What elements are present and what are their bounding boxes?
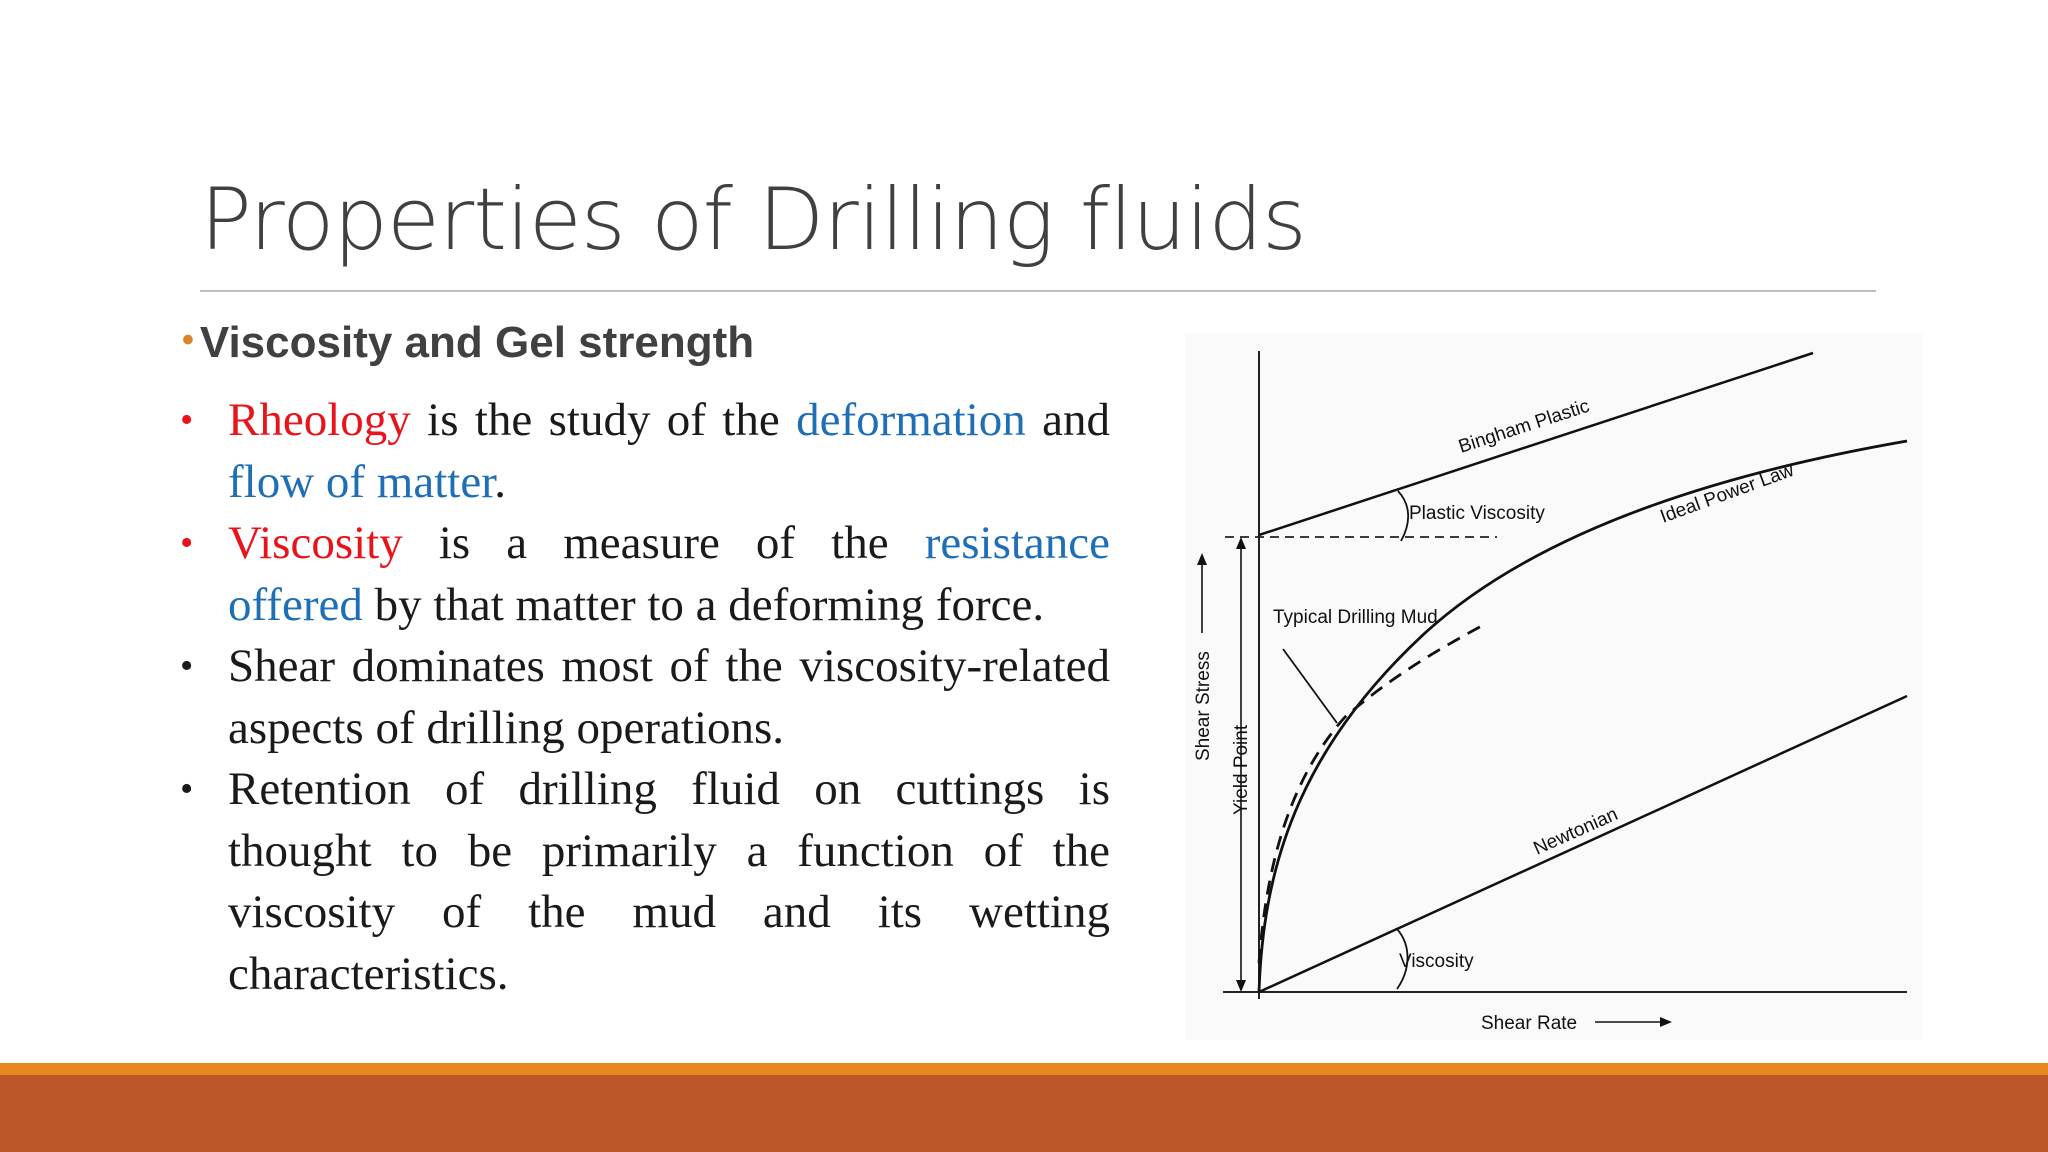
label-typical-drilling-mud: Typical Drilling Mud <box>1273 607 1438 628</box>
rheology-diagram: Bingham Plastic Plastic Viscosity Ideal … <box>1185 333 1923 1040</box>
shear-rate-arrow-icon <box>1660 1017 1672 1027</box>
bullet-text: Retention of drilling fluid on cuttings … <box>228 763 1110 1000</box>
bingham-plastic-line <box>1258 351 1814 537</box>
label-shear-rate: Shear Rate <box>1481 1013 1577 1034</box>
term-viscosity: Viscosity <box>228 517 403 569</box>
term-rheology: Rheology <box>228 394 411 446</box>
bullet-text: is the study of the <box>410 394 797 446</box>
bullet-text: and <box>1025 394 1110 446</box>
bullet-text: by that matter to a deforming force. <box>362 578 1045 631</box>
bullet-dot: • <box>180 645 194 687</box>
ideal-power-law-curve <box>1257 439 1908 993</box>
subheading-bullet: • <box>182 321 194 359</box>
term-flow-of-matter: flow of matter <box>228 455 495 508</box>
plastic-viscosity-arc <box>1397 490 1410 542</box>
subheading: • Viscosity and Gel strength <box>182 318 754 368</box>
bullet-text: Shear dominates most of the viscosity-re… <box>228 640 1110 754</box>
title-divider <box>200 290 1876 292</box>
footer-bar <box>0 1075 2048 1152</box>
newtonian-line <box>1258 694 1908 994</box>
viscosity-arc <box>1396 928 1409 990</box>
footer-accent-bar <box>0 1063 2048 1075</box>
list-item: • Rheology is the study of the deformati… <box>180 390 1110 513</box>
term-resistance-offered: resistance offered <box>228 517 1110 631</box>
list-item: • Retention of drilling fluid on cutting… <box>180 759 1110 1005</box>
bullet-dot: • <box>180 522 194 564</box>
term-deformation: deformation <box>796 394 1026 446</box>
label-viscosity: Viscosity <box>1399 951 1474 972</box>
bullet-text: . <box>494 455 507 508</box>
yield-point-arrow-down <box>1236 980 1246 992</box>
label-shear-stress: Shear Stress <box>1193 651 1214 761</box>
rheology-diagram-svg: Bingham Plastic Plastic Viscosity Ideal … <box>1185 333 1923 1040</box>
shear-stress-arrow-icon <box>1197 553 1207 565</box>
bullet-text: is a measure of the <box>402 517 925 569</box>
bullet-dot: • <box>180 768 194 810</box>
typical-drilling-mud-curve <box>1257 621 1488 964</box>
list-item: • Shear dominates most of the viscosity-… <box>180 636 1110 759</box>
slide-title: Properties of Drilling fluids <box>200 170 1307 270</box>
yield-point-arrow-up <box>1236 537 1246 549</box>
bullet-list: • Rheology is the study of the deformati… <box>180 390 1110 1005</box>
label-plastic-viscosity: Plastic Viscosity <box>1409 503 1545 524</box>
bullet-dot: • <box>180 399 194 441</box>
list-item: • Viscosity is a measure of the resistan… <box>180 513 1110 636</box>
figure-background <box>1185 333 1923 1040</box>
typical-mud-pointer <box>1282 648 1338 724</box>
label-yield-point: Yield Point <box>1231 724 1252 815</box>
subheading-text: Viscosity and Gel strength <box>199 318 755 367</box>
